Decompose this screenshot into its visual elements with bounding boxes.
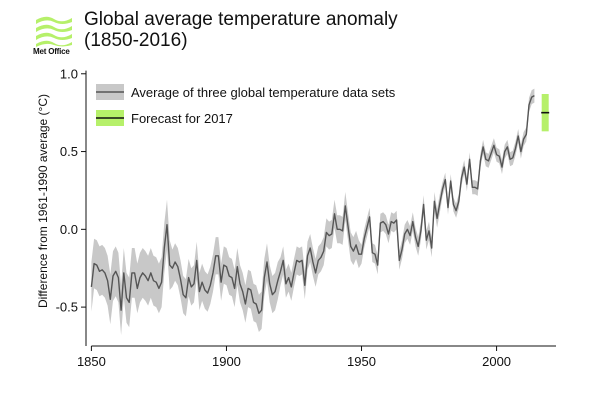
legend: Average of three global temperature data… — [96, 84, 396, 126]
y-axis-title: Difference from 1961-1990 average (°C) — [36, 94, 50, 308]
met-office-logo-icon — [36, 16, 72, 47]
y-tick-label: -0.5 — [56, 300, 78, 315]
series-line-average — [90, 94, 535, 314]
logo-text: Met Office — [33, 47, 70, 56]
chart-header: Met Office Global average temperature an… — [0, 0, 596, 60]
plot-area — [90, 88, 550, 336]
x-tick-label: 1950 — [347, 354, 376, 369]
legend-label-average: Average of three global temperature data… — [131, 85, 396, 100]
y-tick-label: 0.5 — [60, 144, 78, 159]
x-tick-label: 1850 — [77, 354, 106, 369]
axes: -0.5 0.0 0.5 1.0 1850 1900 1950 2000 — [56, 66, 556, 369]
chart-title: Global average temperature anomaly — [84, 9, 398, 30]
y-tick-label: 1.0 — [60, 66, 78, 81]
y-tick-label: 0.0 — [60, 222, 78, 237]
x-tick-label: 1900 — [212, 354, 241, 369]
legend-label-forecast: Forecast for 2017 — [131, 111, 233, 126]
chart-subtitle: (1850-2016) — [84, 30, 188, 51]
uncertainty-band — [91, 88, 535, 336]
x-tick-label: 2000 — [482, 354, 511, 369]
